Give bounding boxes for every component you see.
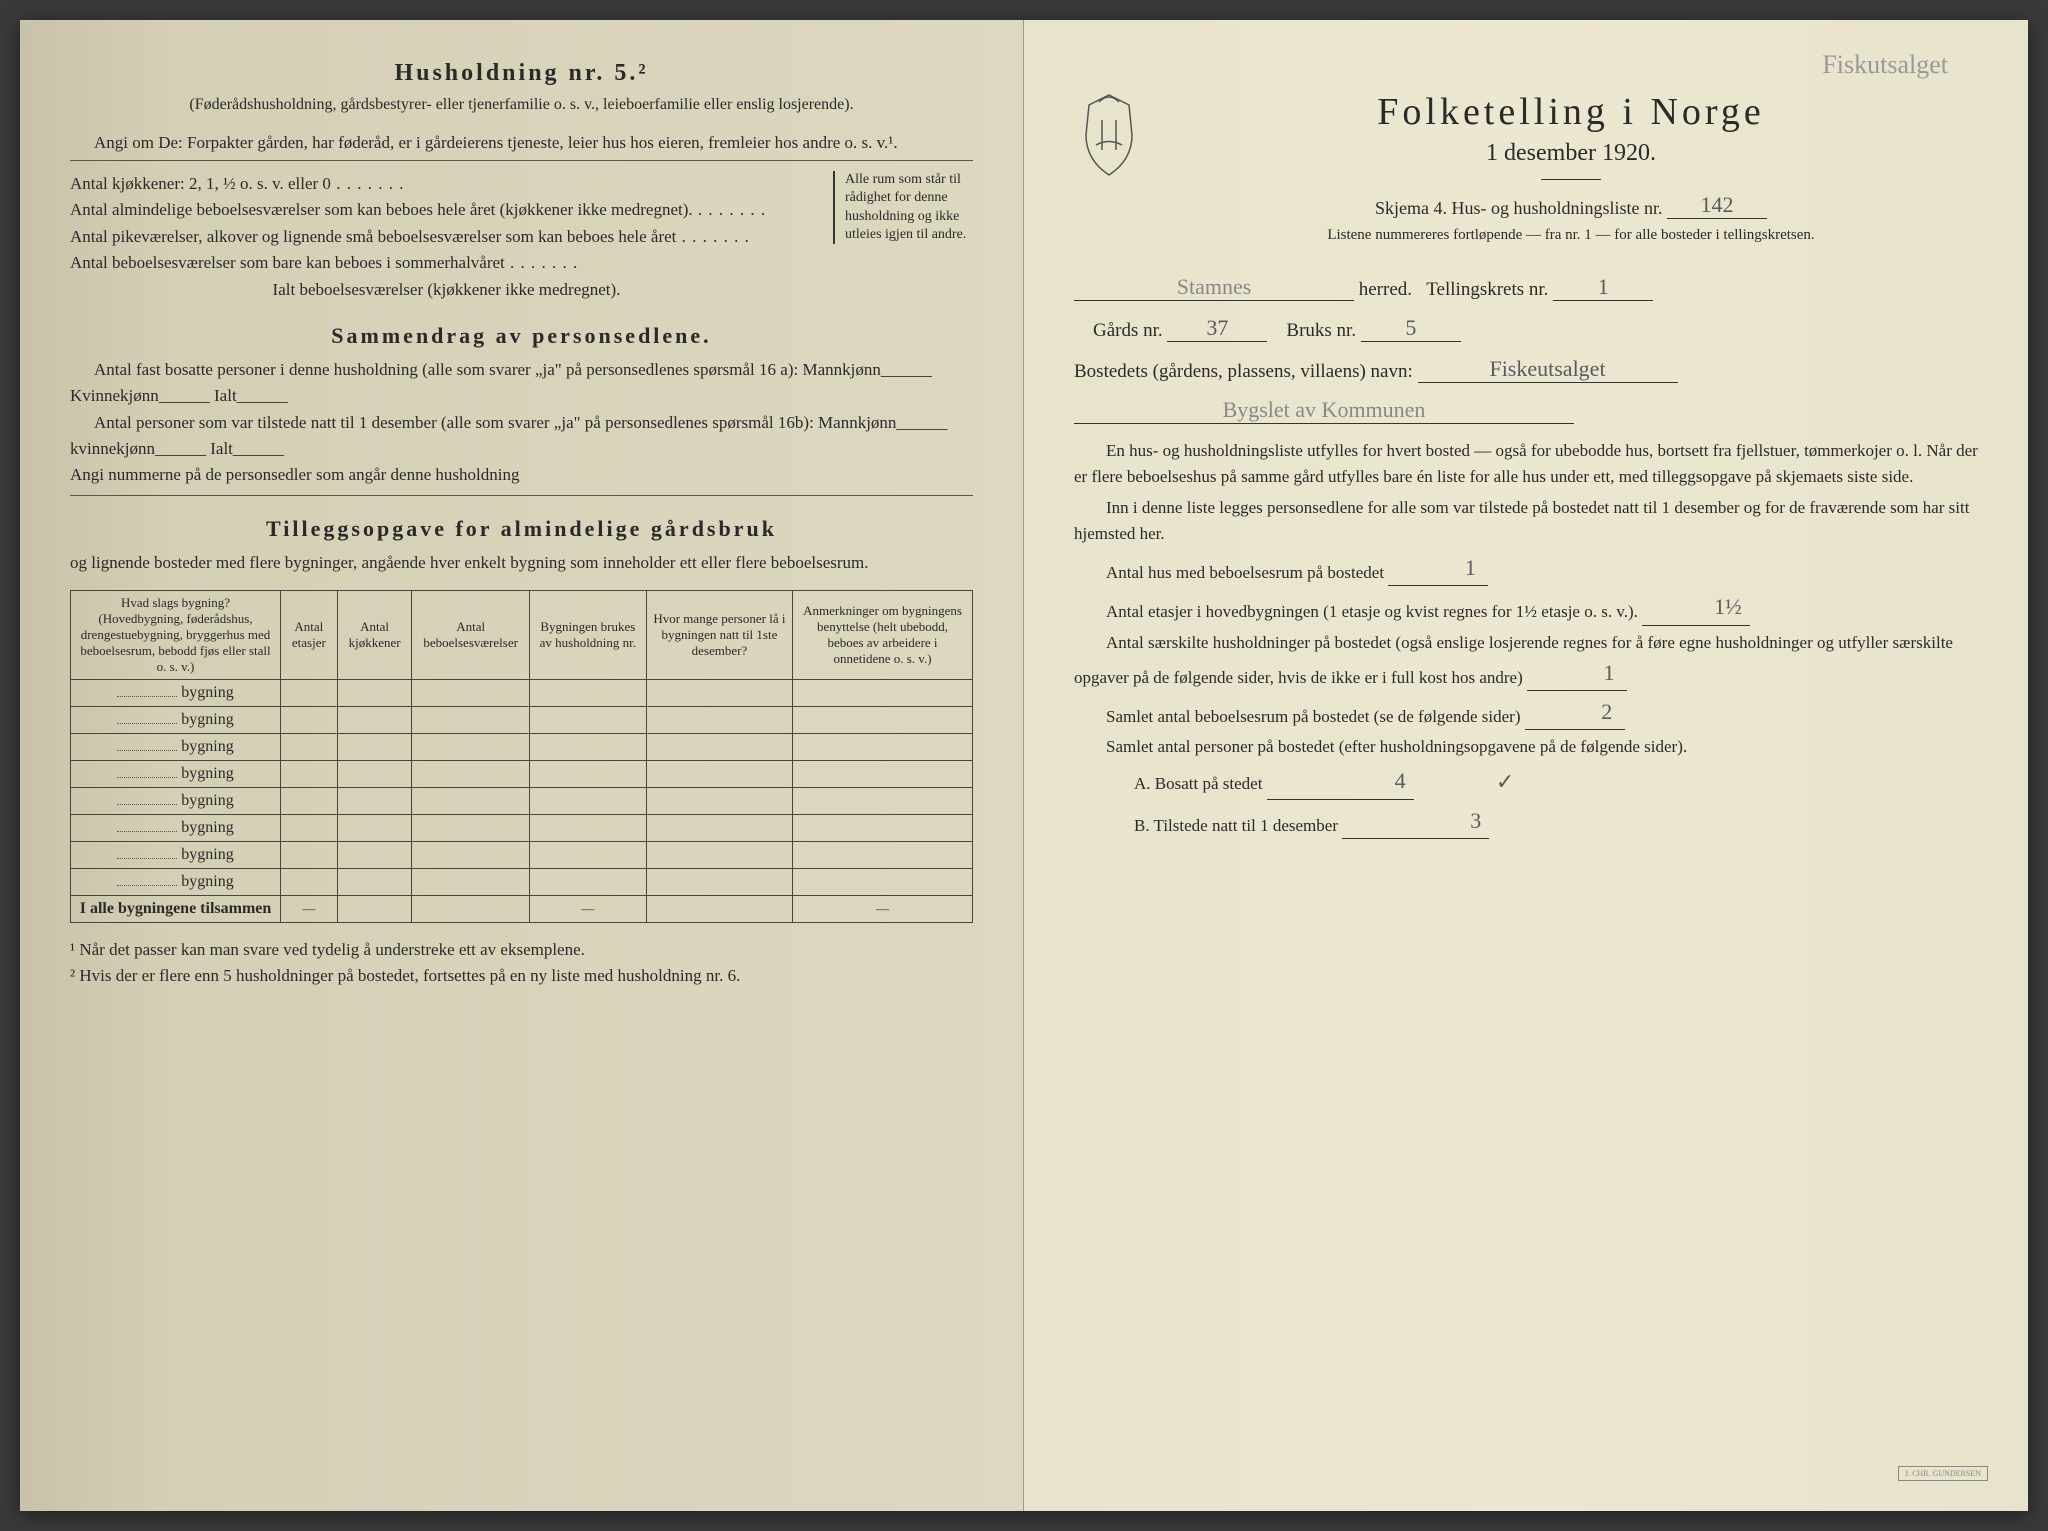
main-title: Folketelling i Norge — [1164, 90, 1978, 134]
footnote-1: ¹ Når det passer kan man svare ved tydel… — [70, 937, 973, 963]
summary-line-3: Angi nummerne på de personsedler som ang… — [70, 462, 973, 488]
rooms-line-3: Antal beboelsesværelser som bare kan beb… — [70, 250, 823, 276]
th-persons: Hvor mange personer lå i bygningen natt … — [646, 590, 792, 679]
q3: Antal særskilte husholdninger på bostede… — [1074, 630, 1978, 691]
qB-value: 3 — [1402, 804, 1489, 838]
numbering-note: Listene nummereres fortløpende — fra nr.… — [1164, 227, 1978, 244]
table-total-row: I alle bygningene tilsammen——— — [71, 895, 973, 922]
th-rooms: Antal beboelsesværelser — [412, 590, 529, 679]
q1-value: 1 — [1425, 551, 1484, 585]
coat-of-arms-icon — [1074, 90, 1144, 180]
left-page: Husholdning nr. 5.² (Føderådshusholdning… — [20, 20, 1024, 1511]
table-row: bygning — [71, 814, 973, 841]
table-header-row: Hvad slags bygning? (Hovedbygning, føder… — [71, 590, 973, 679]
table-row: bygning — [71, 787, 973, 814]
q1: Antal hus med beboelsesrum på bostedet 1 — [1074, 551, 1978, 586]
gard-line: Gårds nr. 37 Bruks nr. 5 — [1074, 315, 1978, 342]
intro-text: Angi om De: Forpakter gården, har føderå… — [70, 130, 973, 156]
title-block: Folketelling i Norge 1 desember 1920. Sk… — [1074, 90, 1978, 260]
summary-line-1: Antal fast bosatte personer i denne hush… — [70, 357, 973, 410]
table-row: bygning — [71, 868, 973, 895]
bosted-line: Bostedets (gårdens, plassens, villaens) … — [1074, 356, 1978, 383]
table-row: bygning — [71, 706, 973, 733]
table-row: bygning — [71, 733, 973, 760]
qB: B. Tilstede natt til 1 desember 3 — [1074, 804, 1978, 839]
para-1: En hus- og husholdningsliste utfylles fo… — [1074, 438, 1978, 491]
table-row: bygning — [71, 841, 973, 868]
krets-value: 1 — [1590, 274, 1617, 300]
th-floors: Antal etasjer — [281, 590, 338, 679]
th-household: Bygningen brukes av husholdning nr. — [529, 590, 646, 679]
bracket-note: Alle rum som står til rådighet for denne… — [833, 171, 973, 244]
qA-value: 4 — [1327, 764, 1414, 798]
q2-value: 1½ — [1674, 590, 1750, 624]
para-2: Inn i denne liste legges personsedlene f… — [1074, 495, 1978, 548]
list-nr-value: 142 — [1693, 192, 1742, 218]
household-heading: Husholdning nr. 5.² — [70, 60, 973, 87]
footnote-2: ² Hvis der er flere enn 5 husholdninger … — [70, 963, 973, 989]
bosted-note-value: Bygslet av Kommunen — [1215, 397, 1434, 423]
table-row: bygning — [71, 760, 973, 787]
herred-line: Stamnes herred. Tellingskrets nr. 1 — [1074, 274, 1978, 301]
form-number-line: Skjema 4. Hus- og husholdningsliste nr. … — [1164, 192, 1978, 219]
bosted-note-line: Bygslet av Kommunen — [1074, 397, 1978, 424]
herred-value: Stamnes — [1169, 274, 1260, 300]
rooms-line-1: Antal almindelige beboelsesværelser som … — [70, 197, 823, 223]
summary-line-2: Antal personer som var tilstede natt til… — [70, 410, 973, 463]
th-kitchens: Antal kjøkkener — [337, 590, 412, 679]
document-spread: Husholdning nr. 5.² (Føderådshusholdning… — [20, 20, 2028, 1511]
q3-value: 1 — [1564, 656, 1623, 690]
gard-value: 37 — [1198, 315, 1236, 341]
th-notes: Anmerkninger om bygningens benyttelse (h… — [793, 590, 973, 679]
th-type: Hvad slags bygning? (Hovedbygning, føder… — [71, 590, 281, 679]
instructions: En hus- og husholdningsliste utfylles fo… — [1074, 438, 1978, 839]
household-sub: (Føderådshusholdning, gårdsbestyrer- ell… — [70, 93, 973, 118]
right-page: Fiskutsalget Folketelling i Norge 1 dese… — [1024, 20, 2028, 1511]
footnotes: ¹ Når det passer kan man svare ved tydel… — [70, 937, 973, 990]
q5: Samlet antal personer på bostedet (efter… — [1074, 734, 1978, 760]
bruk-value: 5 — [1397, 315, 1424, 341]
rooms-block: Antal kjøkkener: 2, 1, ½ o. s. v. eller … — [70, 171, 973, 303]
q2: Antal etasjer i hovedbygningen (1 etasje… — [1074, 590, 1978, 625]
supplement-sub: og lignende bosteder med flere bygninger… — [70, 550, 973, 576]
buildings-table: Hvad slags bygning? (Hovedbygning, føder… — [70, 590, 973, 923]
census-date: 1 desember 1920. — [1164, 140, 1978, 167]
printer-stamp: J. CHR. GUNDERSEN — [1898, 1466, 1988, 1481]
qA: A. Bosatt på stedet 4 ✓ — [1074, 764, 1978, 799]
pencil-annotation: Fiskutsalget — [1822, 50, 1948, 80]
rooms-total: Ialt beboelsesværelser (kjøkkener ikke m… — [70, 277, 823, 303]
kitchens-line: Antal kjøkkener: 2, 1, ½ o. s. v. eller … — [70, 171, 823, 197]
table-row: bygning — [71, 679, 973, 706]
bosted-value: Fiskeutsalget — [1481, 356, 1613, 382]
summary-heading: Sammendrag av personsedlene. — [70, 323, 973, 349]
rooms-line-2: Antal pikeværelser, alkover og lignende … — [70, 224, 823, 250]
table-body: bygning bygning bygning bygning bygning … — [71, 679, 973, 922]
divider — [1541, 179, 1601, 180]
q4: Samlet antal beboelsesrum på bostedet (s… — [1074, 695, 1978, 730]
q4-value: 2 — [1561, 695, 1620, 729]
supplement-heading: Tilleggsopgave for almindelige gårdsbruk — [70, 516, 973, 542]
